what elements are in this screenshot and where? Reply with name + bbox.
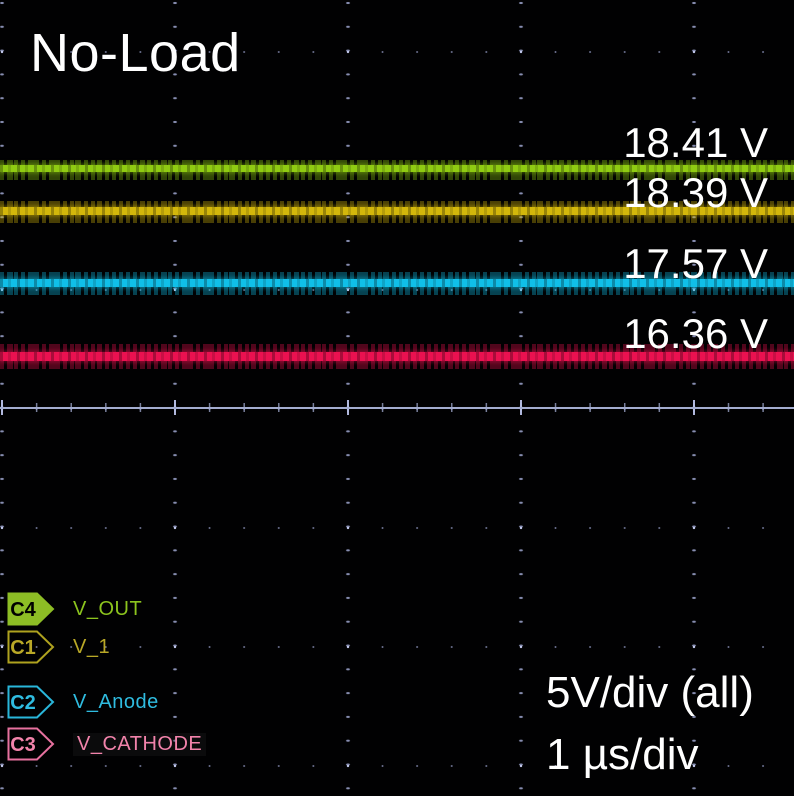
channel-badge-c2-label: C2	[10, 692, 36, 714]
trace-c4-core-line	[0, 165, 794, 172]
value-label-c3: 16.36 V	[623, 310, 768, 357]
channel-badge-c1[interactable]: C1	[7, 630, 55, 664]
trace-c2-core-line	[0, 279, 794, 287]
channel-badge-c1-label: C1	[10, 637, 36, 659]
page-title: No-Load	[30, 23, 241, 83]
channel-badge-c3[interactable]: C3	[7, 727, 55, 761]
channel-badge-c4-label: C4	[10, 599, 36, 621]
channel-row-c3: C3 V_CATHODE	[7, 727, 207, 761]
horizontal-scale-readout: 1 µs/div	[546, 730, 699, 779]
time-axis-line	[0, 407, 794, 409]
channel-badge-c2[interactable]: C2	[7, 685, 55, 719]
channel-name-c1: V_1	[73, 635, 111, 658]
trace-c1-core-line	[0, 207, 794, 215]
channel-badge-c4[interactable]: C4	[7, 592, 55, 626]
channel-name-c3: V_CATHODE	[73, 732, 207, 756]
trace-c3-core-line	[0, 352, 794, 361]
vertical-scale-readout: 5V/div (all)	[546, 668, 754, 717]
channel-row-c4: C4 V_OUT	[7, 592, 142, 626]
channel-row-c1: C1 V_1	[7, 630, 110, 664]
value-label-c1: 18.39 V	[623, 169, 768, 216]
channel-row-c2: C2 V_Anode	[7, 685, 159, 719]
value-label-c4: 18.41 V	[623, 119, 768, 166]
channel-name-c4: V_OUT	[73, 597, 143, 620]
channel-badge-c3-label: C3	[10, 734, 36, 756]
value-label-c2: 17.57 V	[623, 240, 768, 287]
channel-name-c2: V_Anode	[73, 690, 159, 713]
